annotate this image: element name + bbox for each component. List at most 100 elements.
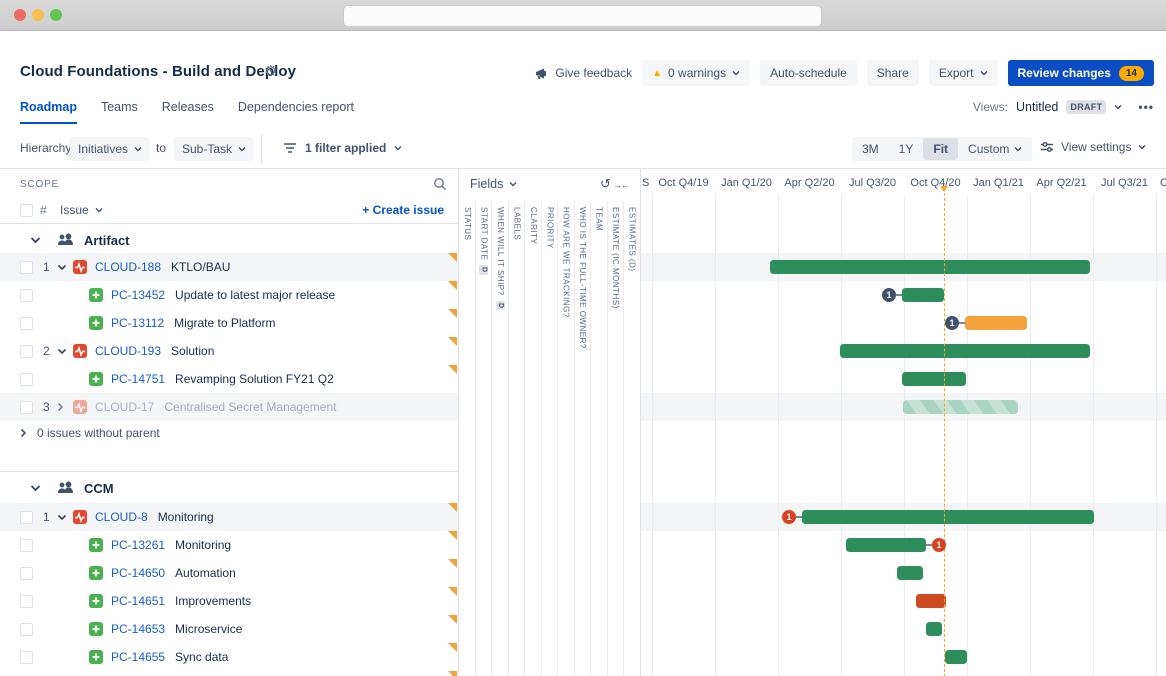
- row-checkbox[interactable]: [20, 566, 33, 580]
- gantt-bar-pc-14650[interactable]: [897, 566, 923, 580]
- issue-key[interactable]: PC-13261: [111, 538, 166, 552]
- field-column-when-will-it-ship-[interactable]: WHEN WILL IT SHIP?D: [492, 201, 509, 676]
- gantt-bar-cloud-8[interactable]: [802, 510, 1094, 524]
- issue-row-pc-13112[interactable]: PC-13112 Migrate to Platform: [0, 309, 458, 337]
- create-issue-button[interactable]: + Create issue: [362, 203, 444, 217]
- field-column-who-is-the-full-time-owner-[interactable]: WHO IS THE FULL-TIME OWNER?: [574, 201, 592, 676]
- dependency-badge[interactable]: 1: [945, 316, 959, 330]
- field-column-estimates-d-[interactable]: ESTIMATES (D): [624, 201, 641, 676]
- field-column-how-are-we-tracking-[interactable]: HOW ARE WE TRACKING?: [558, 201, 575, 676]
- collapse-row-icon[interactable]: [57, 264, 67, 271]
- scope-fields-divider[interactable]: [458, 169, 459, 676]
- row-checkbox[interactable]: [20, 538, 33, 552]
- issue-row-pc-14653[interactable]: PC-14653 Microservice: [0, 615, 458, 643]
- zoom-custom-button[interactable]: Custom: [958, 138, 1032, 160]
- warnings-button[interactable]: ▲ 0 warnings: [642, 60, 751, 86]
- row-checkbox[interactable]: [20, 344, 33, 358]
- undo-icon[interactable]: ↺: [600, 176, 613, 191]
- field-column-status[interactable]: STATUS: [459, 201, 476, 676]
- collapse-row-icon[interactable]: [57, 514, 67, 521]
- issue-row-cloud-8[interactable]: 1 CLOUD-8 Monitoring: [0, 503, 458, 531]
- gantt-bar-pc-14653[interactable]: [926, 622, 942, 636]
- tab-teams[interactable]: Teams: [100, 100, 138, 114]
- address-bar[interactable]: [343, 5, 822, 27]
- zoom-window-icon[interactable]: [50, 9, 62, 21]
- collapse-section-icon[interactable]: [30, 484, 41, 492]
- gantt-bar-cloud-17[interactable]: [903, 400, 1018, 414]
- issue-key[interactable]: PC-14651: [111, 594, 166, 608]
- issue-key[interactable]: PC-14653: [111, 622, 166, 636]
- row-checkbox[interactable]: [20, 288, 33, 302]
- issue-row-cloud-193[interactable]: 2 CLOUD-193 Solution: [0, 337, 458, 365]
- issue-key[interactable]: PC-14650: [111, 566, 166, 580]
- gear-icon[interactable]: ⚙: [264, 63, 278, 80]
- export-button[interactable]: Export: [928, 60, 998, 86]
- row-checkbox[interactable]: [20, 372, 33, 386]
- issues-without-parent-toggle[interactable]: 0 issues without parent: [20, 421, 420, 445]
- hierarchy-to-dropdown[interactable]: Sub-Task: [174, 137, 255, 161]
- field-column-clarity[interactable]: CLARITY: [525, 201, 542, 676]
- zoom-1y-button[interactable]: 1Y: [898, 142, 914, 156]
- issue-key[interactable]: CLOUD-8: [95, 510, 148, 524]
- share-button[interactable]: Share: [866, 60, 919, 86]
- field-column-labels[interactable]: LABELS: [508, 201, 526, 676]
- issue-column-header[interactable]: Issue: [60, 203, 103, 217]
- hierarchy-from-dropdown[interactable]: Initiatives: [70, 137, 151, 161]
- field-column-estimate-ic-months-[interactable]: ESTIMATE (IC MONTHS): [607, 201, 625, 676]
- collapse-section-icon[interactable]: [30, 236, 41, 244]
- row-checkbox[interactable]: [20, 622, 33, 636]
- issue-key[interactable]: CLOUD-17: [95, 400, 155, 414]
- gantt-bar-pc-13452[interactable]: [902, 288, 944, 302]
- tab-dependencies-report[interactable]: Dependencies report: [237, 100, 354, 114]
- gantt-bar-pc-14655[interactable]: [945, 650, 967, 664]
- gantt-bar-cloud-188[interactable]: [770, 260, 1090, 274]
- issue-row-pc-14751[interactable]: PC-14751 Revamping Solution FY21 Q2: [0, 365, 458, 393]
- issue-row-pc-13261[interactable]: PC-13261 Monitoring: [0, 531, 458, 559]
- gantt-bar-cloud-193[interactable]: [840, 344, 1090, 358]
- minimize-window-icon[interactable]: [32, 9, 44, 21]
- fields-dropdown[interactable]: Fields: [470, 177, 517, 191]
- row-checkbox[interactable]: [20, 316, 33, 330]
- gantt-bar-pc-13112[interactable]: [965, 316, 1027, 330]
- view-settings-button[interactable]: View settings: [1040, 140, 1146, 154]
- row-checkbox[interactable]: [20, 260, 33, 274]
- view-name[interactable]: Untitled: [1016, 100, 1059, 114]
- issue-key[interactable]: PC-14751: [111, 372, 166, 386]
- issue-key[interactable]: PC-14655: [111, 650, 166, 664]
- row-checkbox[interactable]: [20, 510, 33, 524]
- collapse-columns-icon[interactable]: →←: [612, 180, 630, 190]
- gantt-bar-pc-13261[interactable]: [846, 538, 926, 552]
- issue-row-pc-14650[interactable]: PC-14650 Automation: [0, 559, 458, 587]
- search-icon[interactable]: [433, 177, 447, 196]
- issue-key[interactable]: PC-13112: [111, 316, 165, 330]
- field-column-priority[interactable]: PRIORITY: [541, 201, 559, 676]
- collapse-row-icon[interactable]: [57, 348, 67, 355]
- gantt-bar-pc-14751[interactable]: [902, 372, 966, 386]
- field-column-start-date[interactable]: START DATED: [475, 201, 493, 676]
- dependency-badge[interactable]: 1: [782, 510, 796, 524]
- filter-dropdown[interactable]: 1 filter applied: [283, 141, 402, 155]
- auto-schedule-button[interactable]: Auto-schedule: [760, 60, 857, 86]
- zoom-3m-button[interactable]: 3M: [862, 142, 879, 156]
- dependency-badge[interactable]: 1: [932, 538, 946, 552]
- select-all-checkbox[interactable]: [20, 204, 33, 217]
- field-column-team[interactable]: TEAM: [591, 201, 608, 676]
- issue-row-cloud-188[interactable]: 1 CLOUD-188 KTLO/BAU: [0, 253, 458, 281]
- gantt-bar-pc-14651[interactable]: [916, 594, 946, 608]
- row-checkbox[interactable]: [20, 400, 33, 414]
- row-checkbox[interactable]: [20, 594, 33, 608]
- issue-key[interactable]: CLOUD-188: [95, 260, 162, 274]
- chevron-down-icon[interactable]: [1114, 103, 1122, 111]
- more-options-icon[interactable]: •••: [1138, 100, 1154, 114]
- issue-key[interactable]: PC-13452: [111, 288, 166, 302]
- zoom-fit-button[interactable]: Fit: [923, 138, 959, 160]
- issue-row-cloud-17[interactable]: 3 CLOUD-17 Centralised Secret Management: [0, 393, 458, 421]
- review-changes-button[interactable]: Review changes 14: [1007, 60, 1154, 86]
- expand-row-icon[interactable]: [57, 402, 67, 412]
- issue-row-pc-14655[interactable]: PC-14655 Sync data: [0, 643, 458, 671]
- close-window-icon[interactable]: [14, 9, 26, 21]
- issue-row-pc-13452[interactable]: PC-13452 Update to latest major release: [0, 281, 458, 309]
- row-checkbox[interactable]: [20, 650, 33, 664]
- issue-row-pc-14651[interactable]: PC-14651 Improvements: [0, 587, 458, 615]
- tab-releases[interactable]: Releases: [161, 100, 214, 114]
